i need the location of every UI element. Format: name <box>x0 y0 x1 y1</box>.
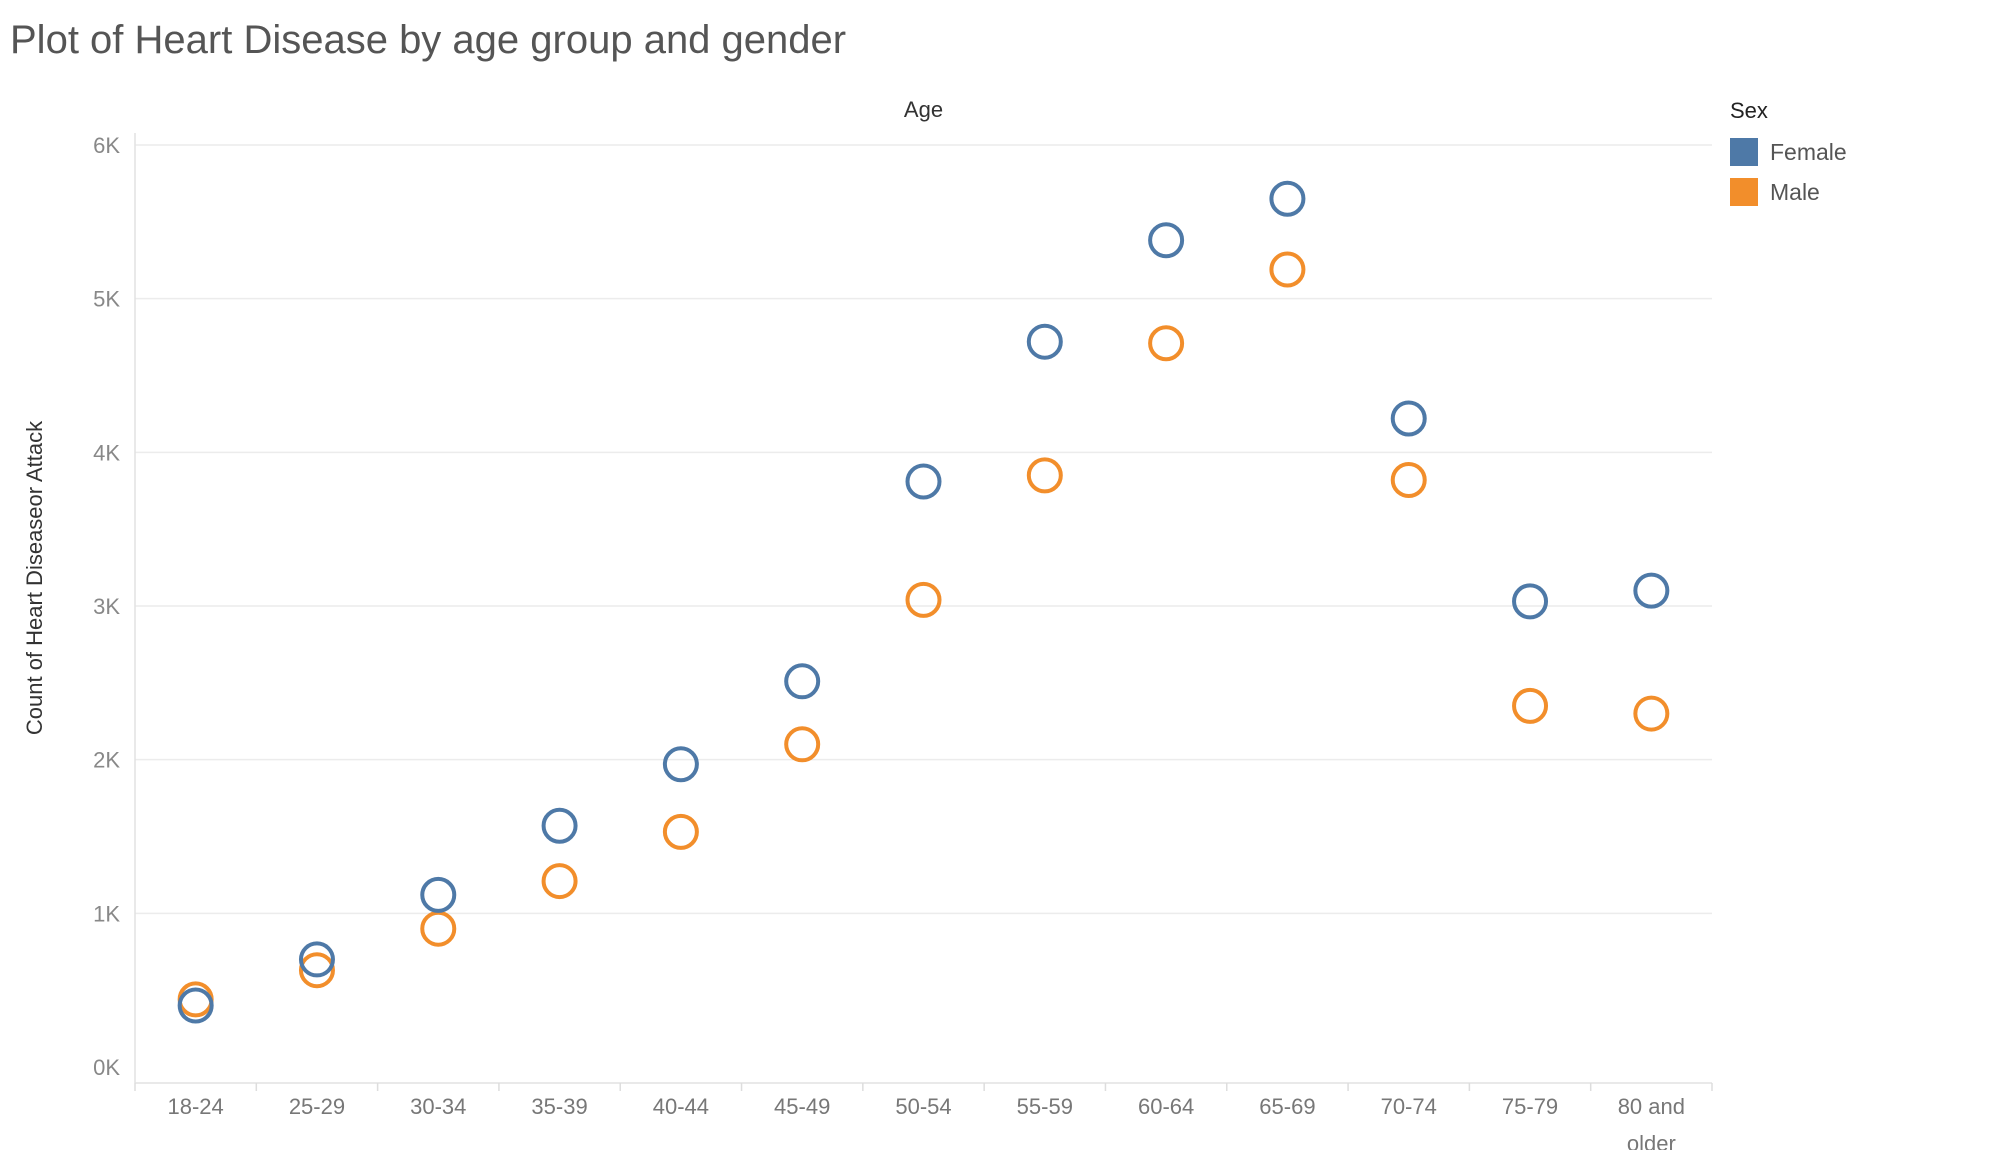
data-point-male <box>1269 251 1306 288</box>
data-point-female <box>541 807 578 844</box>
data-point-female <box>662 746 699 783</box>
legend: Sex Female Male <box>1730 98 1847 212</box>
y-tick-label: 5K <box>93 287 120 312</box>
legend-label-male: Male <box>1770 178 1820 205</box>
data-point-female <box>1148 222 1185 259</box>
data-point-male <box>662 813 699 850</box>
data-point-male <box>298 952 335 989</box>
y-axis-label: Count of Heart Diseaseor Attack <box>22 420 47 735</box>
y-tick-label: 6K <box>93 133 120 158</box>
x-tick-label: 35-39 <box>531 1094 587 1119</box>
y-tick-label: 1K <box>93 901 120 926</box>
data-point-male <box>1148 325 1185 362</box>
data-point-female <box>784 663 821 700</box>
x-tick-label: 45-49 <box>774 1094 830 1119</box>
x-tick-label: 30-34 <box>410 1094 466 1119</box>
data-point-female <box>1026 323 1063 360</box>
legend-item-male[interactable]: Male <box>1730 172 1847 212</box>
data-point-female <box>298 941 335 978</box>
data-point-male <box>1026 457 1063 494</box>
x-tick-label: 65-69 <box>1259 1094 1315 1119</box>
legend-item-female[interactable]: Female <box>1730 132 1847 172</box>
x-tick-label: 25-29 <box>289 1094 345 1119</box>
x-tick-label: 55-59 <box>1017 1094 1073 1119</box>
data-point-male <box>541 863 578 900</box>
x-tick-label: 50-54 <box>895 1094 951 1119</box>
data-point-female <box>420 876 457 913</box>
x-tick-label: older <box>1627 1131 1676 1150</box>
x-tick-label: 40-44 <box>653 1094 709 1119</box>
x-axis-header: Age <box>904 97 943 122</box>
y-tick-label: 0K <box>93 1055 120 1080</box>
data-point-male <box>420 910 457 947</box>
data-point-female <box>177 987 214 1024</box>
x-tick-label: 70-74 <box>1381 1094 1437 1119</box>
legend-label-female: Female <box>1770 138 1847 165</box>
data-point-female <box>1633 572 1670 609</box>
legend-title: Sex <box>1730 98 1768 123</box>
y-tick-label: 3K <box>93 594 120 619</box>
y-tick-label: 2K <box>93 748 120 773</box>
x-tick-label: 60-64 <box>1138 1094 1194 1119</box>
data-point-male <box>905 581 942 618</box>
y-tick-label: 4K <box>93 440 120 465</box>
data-point-male <box>1390 461 1427 498</box>
legend-swatch-male <box>1730 178 1758 206</box>
data-point-female <box>1390 400 1427 437</box>
data-point-female <box>1269 180 1306 217</box>
x-tick-label: 18-24 <box>168 1094 224 1119</box>
x-tick-label: 80 and <box>1618 1094 1685 1119</box>
data-point-male <box>784 726 821 763</box>
data-point-male <box>1633 695 1670 732</box>
chart-title: Plot of Heart Disease by age group and g… <box>10 18 847 62</box>
legend-swatch-female <box>1730 138 1758 166</box>
x-tick-label: 75-79 <box>1502 1094 1558 1119</box>
data-point-female <box>905 463 942 500</box>
data-point-female <box>1512 583 1549 620</box>
data-point-male <box>1512 687 1549 724</box>
